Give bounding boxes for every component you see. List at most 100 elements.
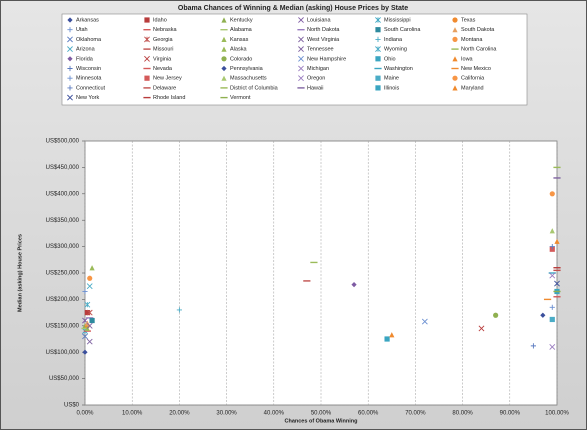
legend-label: Iowa bbox=[461, 56, 474, 62]
legend-marker bbox=[67, 36, 73, 43]
x-tick-label: 20.00% bbox=[169, 411, 190, 417]
y-tick-label: US$50,000 bbox=[49, 376, 80, 382]
legend-label: Missouri bbox=[153, 47, 173, 53]
data-point bbox=[176, 307, 182, 313]
legend-label: Arizona bbox=[76, 47, 96, 53]
legend-marker bbox=[144, 75, 150, 81]
legend-marker bbox=[221, 56, 227, 62]
legend-label: Montana bbox=[461, 37, 483, 43]
y-axis-title: Median (asking) House Prices bbox=[17, 234, 23, 312]
x-tick-label: 10.00% bbox=[122, 411, 143, 417]
legend-label: New Mexico bbox=[461, 66, 491, 72]
legend-label: California bbox=[461, 76, 485, 82]
data-point bbox=[540, 312, 546, 318]
data-point bbox=[89, 265, 95, 271]
legend-label: Maine bbox=[384, 76, 399, 82]
x-tick-label: 80.00% bbox=[452, 411, 473, 417]
data-point bbox=[389, 332, 395, 338]
data-point bbox=[554, 280, 560, 287]
legend-label: Massachusetts bbox=[230, 76, 267, 82]
legend-marker bbox=[298, 65, 304, 72]
legend-label: Florida bbox=[76, 56, 94, 62]
data-point bbox=[530, 343, 536, 349]
legend-marker bbox=[144, 55, 150, 62]
legend-marker bbox=[298, 46, 304, 53]
data-point bbox=[351, 282, 357, 288]
legend-label: Indiana bbox=[384, 37, 403, 43]
legend-label: Oregon bbox=[307, 76, 325, 82]
legend-label: New York bbox=[76, 95, 99, 101]
y-tick-label: US$450,000 bbox=[46, 165, 80, 171]
data-point bbox=[384, 336, 390, 342]
data-point bbox=[549, 246, 555, 252]
legend-marker bbox=[144, 36, 150, 43]
x-tick-label: 40.00% bbox=[264, 411, 285, 417]
legend-marker bbox=[67, 94, 73, 101]
legend-label: Nebraska bbox=[153, 27, 177, 33]
legend-label: Michigan bbox=[307, 66, 329, 72]
data-point bbox=[86, 283, 93, 290]
legend-label: Alaska bbox=[230, 47, 247, 53]
data-point bbox=[493, 312, 499, 318]
legend-marker bbox=[67, 56, 73, 62]
legend-label: Idaho bbox=[153, 17, 167, 23]
legend-label: New Hampshire bbox=[307, 56, 346, 62]
legend-label: District of Columbia bbox=[230, 85, 279, 91]
legend-label: Wyoming bbox=[384, 47, 407, 53]
data-point bbox=[82, 333, 88, 340]
legend-label: New Jersey bbox=[153, 76, 182, 82]
data-point bbox=[549, 316, 555, 323]
legend-marker bbox=[221, 36, 227, 42]
legend-marker bbox=[452, 27, 458, 33]
legend-label: South Carolina bbox=[384, 27, 421, 33]
legend-label: Nevada bbox=[153, 66, 173, 72]
legend-marker bbox=[221, 17, 227, 23]
x-tick-label: 50.00% bbox=[311, 411, 332, 417]
legend-label: Minnesota bbox=[76, 76, 102, 82]
y-tick-label: US$150,000 bbox=[46, 323, 80, 329]
legend-label: Vermont bbox=[230, 95, 251, 101]
legend-marker bbox=[375, 17, 381, 23]
legend-marker bbox=[67, 17, 73, 23]
legend-label: South Dakota bbox=[461, 27, 495, 33]
y-tick-label: US$400,000 bbox=[46, 191, 80, 197]
data-point bbox=[86, 309, 93, 316]
legend-label: Utah bbox=[76, 27, 88, 33]
legend-marker bbox=[298, 75, 304, 82]
legend-label: Colorado bbox=[230, 56, 252, 62]
data-point bbox=[82, 349, 88, 355]
legend-label: Louisiana bbox=[307, 17, 331, 23]
legend-label: Texas bbox=[461, 17, 476, 23]
data-point bbox=[478, 325, 485, 332]
legend-marker bbox=[298, 36, 304, 43]
data-point bbox=[549, 228, 555, 234]
legend-marker bbox=[221, 46, 227, 52]
legend-label: North Carolina bbox=[461, 47, 497, 53]
legend-marker bbox=[375, 85, 381, 91]
legend-label: Arkansas bbox=[76, 17, 99, 23]
y-tick-label: US$500,000 bbox=[46, 139, 80, 145]
x-tick-label: 90.00% bbox=[500, 411, 521, 417]
legend-label: Delaware bbox=[153, 85, 176, 91]
x-tick-label: 100.00% bbox=[545, 411, 569, 417]
legend-marker bbox=[67, 75, 73, 81]
legend-label: Kentucky bbox=[230, 17, 253, 23]
data-point bbox=[549, 191, 555, 197]
legend-marker bbox=[67, 85, 73, 91]
y-tick-label: US$100,000 bbox=[46, 350, 80, 356]
data-point bbox=[86, 338, 93, 345]
legend-marker bbox=[221, 75, 227, 81]
x-tick-label: 0.00% bbox=[76, 411, 94, 417]
legend-label: Alabama bbox=[230, 27, 253, 33]
y-tick-label: US$0 bbox=[64, 403, 80, 409]
legend-label: Wisconsin bbox=[76, 66, 101, 72]
legend-label: Oklahoma bbox=[76, 37, 102, 43]
data-point bbox=[89, 317, 95, 324]
legend-label: Mississippi bbox=[384, 17, 411, 23]
legend-label: Washington bbox=[384, 66, 413, 72]
x-tick-label: 30.00% bbox=[216, 411, 237, 417]
data-point bbox=[549, 344, 556, 350]
legend-label: Maryland bbox=[461, 85, 484, 91]
legend-marker bbox=[67, 65, 73, 72]
legend-marker bbox=[452, 75, 458, 81]
